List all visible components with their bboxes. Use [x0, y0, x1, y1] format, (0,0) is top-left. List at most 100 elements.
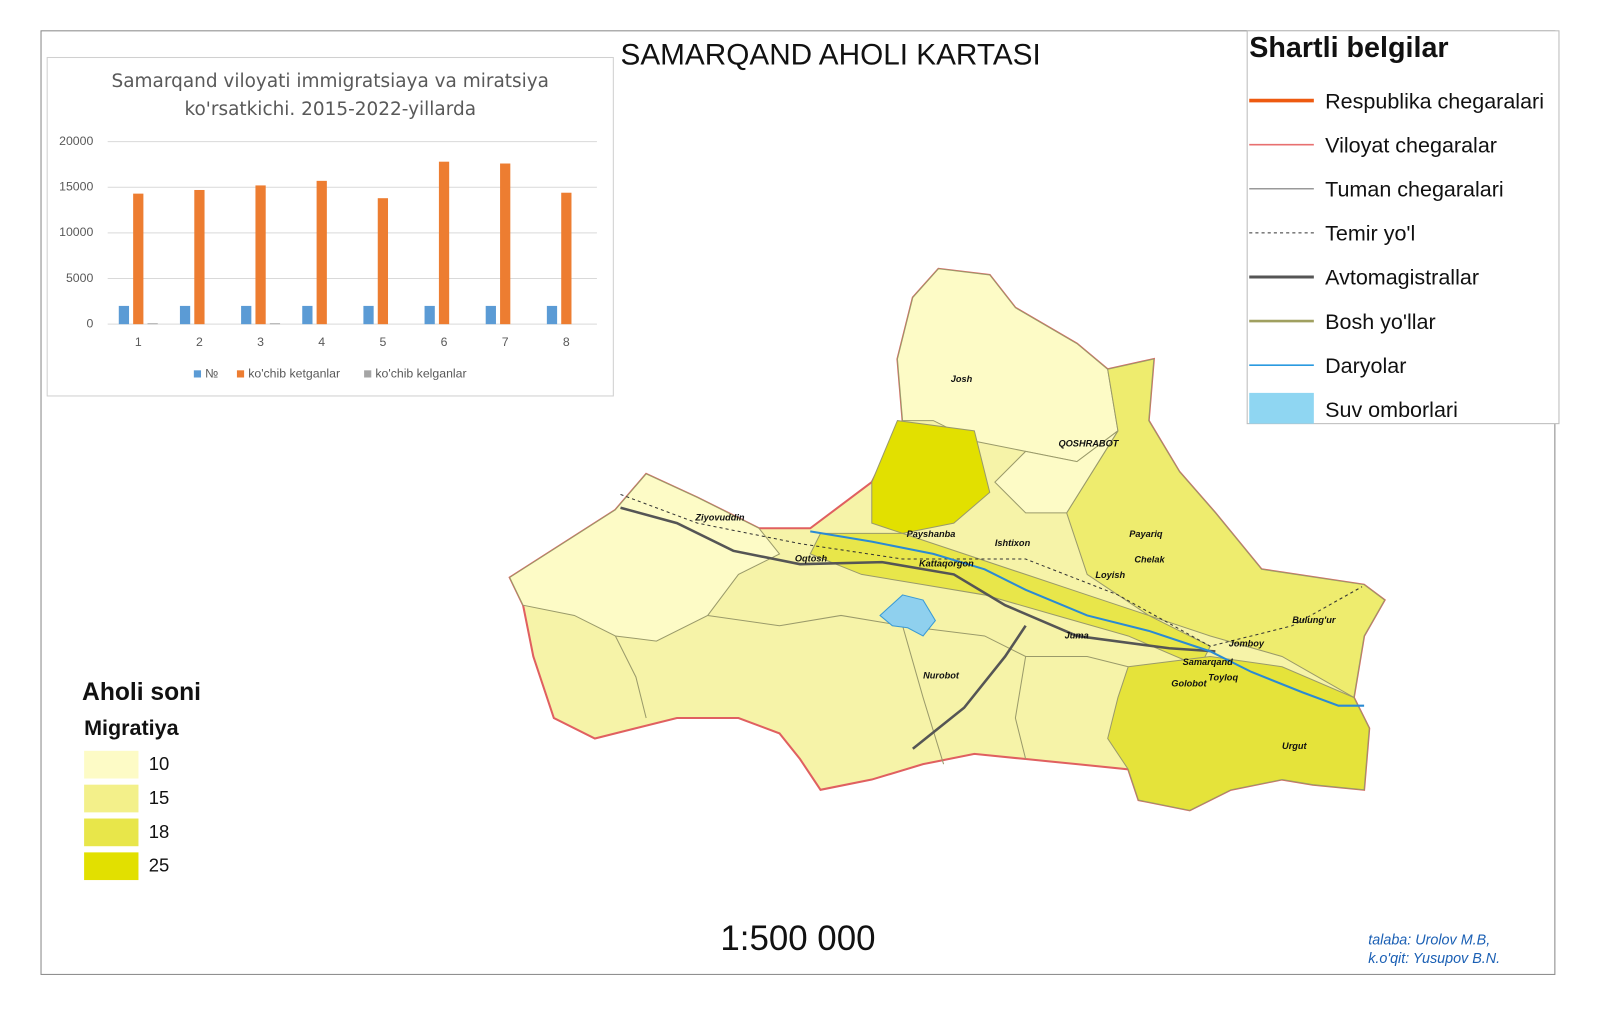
bar — [302, 305, 313, 325]
population-subtitle: Migratiya — [84, 716, 179, 740]
place-label: Juma — [1065, 630, 1089, 640]
district-border — [707, 614, 1129, 668]
place-label: Nurobot — [923, 670, 960, 680]
legend-swatch — [364, 370, 372, 378]
legend-label: Temir yo'l — [1325, 222, 1415, 246]
bar — [133, 193, 144, 325]
class-label: 18 — [149, 821, 170, 842]
bar — [316, 180, 327, 325]
place-label: Ishtixon — [995, 538, 1031, 548]
place-label: Golobot — [1171, 679, 1207, 689]
legend-swatch — [236, 370, 245, 378]
bar — [194, 189, 205, 325]
legend-label: Avtomagistrallar — [1325, 266, 1479, 290]
bar — [561, 192, 572, 325]
class-swatch — [84, 818, 139, 847]
river — [810, 530, 1365, 707]
district-border — [1014, 656, 1027, 760]
place-label: Josh — [951, 374, 973, 384]
chart-title-box: Samarqand viloyati immigratsiaya va mira… — [111, 70, 549, 121]
map-title: SAMARQAND AHOLI KARTASI — [621, 38, 1041, 71]
class-swatch — [84, 784, 139, 813]
district — [871, 420, 991, 534]
legend-label: Bosh yo'llar — [1325, 310, 1436, 334]
legend-box — [1246, 30, 1560, 425]
bar — [485, 305, 496, 325]
x-tick-label: 8 — [563, 335, 570, 349]
road — [620, 506, 1216, 653]
credit: k.o'qit: Yusupov B.N. — [1368, 951, 1500, 967]
district-border — [614, 635, 647, 719]
x-tick-label: 2 — [196, 335, 203, 349]
y-tick-label: 5000 — [66, 271, 94, 285]
bar — [118, 305, 130, 325]
population-legend: Aholi soni Migratiya 10 15 18 25 — [82, 679, 201, 881]
credit: talaba: Urolov M.B, — [1368, 932, 1490, 948]
reservoir — [879, 594, 937, 637]
x-tick-label: 6 — [441, 335, 448, 349]
x-tick-label: 3 — [257, 335, 264, 349]
place-label: Ziyovuddin — [694, 512, 745, 522]
legend-label: ko'chib ketganlar — [248, 367, 340, 381]
y-tick-label: 10000 — [59, 225, 93, 239]
district — [1066, 358, 1386, 699]
district — [896, 268, 1119, 463]
legend-label: Viloyat chegaralar — [1325, 133, 1497, 157]
bar — [241, 305, 252, 325]
legend-title: Shartli belgilar — [1249, 32, 1448, 64]
y-tick-label: 0 — [86, 316, 93, 330]
place-label: Oqtosh — [795, 553, 828, 563]
class-label: 10 — [149, 753, 170, 774]
place-label: Toyloq — [1208, 672, 1238, 682]
legend-label: № — [205, 367, 218, 381]
place-label: Bulung'ur — [1292, 615, 1336, 625]
district-border — [902, 625, 945, 765]
x-tick-label: 7 — [502, 335, 509, 349]
bar — [438, 161, 450, 325]
map-legend: Shartli belgilar Respublika chegaralari V… — [1246, 30, 1560, 425]
bar — [179, 305, 191, 325]
railway — [620, 493, 1363, 647]
place-label: Kattaqorgon — [919, 559, 974, 569]
legend-label: Suv omborlari — [1325, 398, 1458, 422]
bar — [546, 305, 558, 325]
scale: 1:500 000 — [720, 919, 875, 958]
district — [1107, 655, 1370, 811]
bar — [377, 198, 389, 325]
place-labels: Josh QOSHRABOT Ziyovuddin Payshanba Isht… — [694, 374, 1335, 751]
inset-chart: Samarqand viloyati immigratsiaya va mira… — [46, 56, 614, 397]
bar — [269, 323, 281, 325]
bar — [255, 185, 266, 325]
district — [994, 430, 1119, 514]
x-tick-label: 4 — [318, 335, 325, 349]
place-label: Samarqand — [1183, 657, 1234, 667]
population-title: Aholi soni — [82, 679, 201, 706]
place-label: Loyish — [1095, 570, 1125, 580]
class-label: 15 — [149, 787, 170, 808]
legend-label: Daryolar — [1325, 354, 1406, 378]
chart-title: Samarqand viloyati immigratsiaya va mira… — [111, 70, 549, 121]
place-label: Chelak — [1134, 555, 1165, 565]
bar — [424, 305, 435, 325]
bar — [363, 305, 374, 325]
legend-symbol — [1249, 392, 1314, 424]
place-label: QOSHRABOT — [1058, 439, 1119, 449]
class-label: 25 — [149, 855, 170, 876]
legend-swatch — [193, 370, 202, 378]
x-tick-label: 5 — [379, 335, 386, 349]
x-tick-label: 1 — [135, 335, 142, 349]
region-map — [508, 267, 1386, 812]
place-label: Payshanba — [907, 529, 956, 539]
y-tick-label: 20000 — [59, 134, 93, 148]
place-label: Jomboy — [1229, 639, 1265, 649]
bar — [147, 323, 158, 325]
class-swatch — [84, 750, 139, 779]
bar — [500, 163, 511, 325]
place-label: Payariq — [1129, 529, 1163, 539]
legend-label: ko'chib kelganlar — [375, 367, 466, 381]
road — [912, 624, 1027, 750]
legend-label: Respublika chegaralari — [1325, 89, 1544, 113]
class-swatch — [84, 852, 139, 881]
